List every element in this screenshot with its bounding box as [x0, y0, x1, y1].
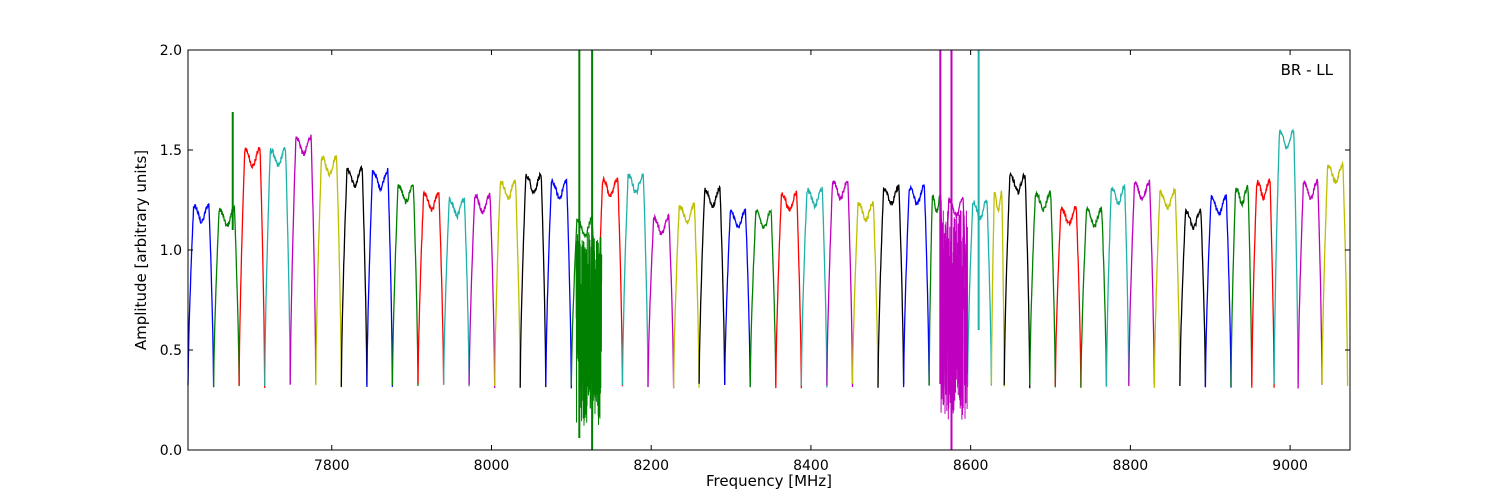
x-tick-label: 8400 — [793, 458, 829, 474]
channel-trace — [264, 146, 291, 387]
channel-trace — [1179, 207, 1207, 387]
x-tick-label: 7800 — [314, 458, 350, 474]
channel-trace — [647, 213, 675, 389]
y-tick-label: 1.5 — [160, 143, 182, 159]
series-layer — [187, 128, 1349, 426]
channel-trace — [851, 200, 879, 386]
y-axis-title: Amplitude [arbitrary units] — [132, 150, 150, 350]
y-tick-label: 2.0 — [160, 43, 182, 59]
channel-trace — [187, 203, 215, 388]
channel-trace — [238, 147, 266, 388]
channel-trace — [1080, 205, 1108, 388]
y-tick-label: 0.0 — [160, 443, 182, 459]
channel-trace — [1230, 184, 1253, 387]
rfi-spike-layer — [231, 50, 980, 450]
channel-trace — [1054, 205, 1082, 387]
channel-trace — [902, 183, 930, 388]
channel-trace — [340, 164, 368, 387]
channel-trace — [1273, 128, 1299, 385]
channel-trace — [990, 190, 1005, 387]
channel-trace — [391, 184, 419, 387]
rfi-noise-trace — [939, 210, 968, 420]
channel-trace — [212, 204, 240, 388]
channel-trace — [724, 208, 751, 387]
y-tick-label: 0.5 — [160, 343, 182, 359]
channel-trace — [545, 177, 572, 389]
channel-trace — [289, 134, 317, 385]
panel-annotation: BR - LL — [1281, 61, 1334, 79]
channel-trace — [698, 184, 726, 385]
channel-trace — [519, 171, 547, 388]
channel-trace — [315, 154, 342, 388]
channel-trace — [366, 167, 394, 388]
channel-trace — [1003, 171, 1031, 389]
channel-trace — [442, 196, 470, 387]
channel-trace — [1128, 178, 1155, 387]
x-tick-label: 8200 — [633, 458, 669, 474]
channel-trace — [417, 189, 445, 385]
channel-trace — [621, 173, 649, 388]
x-tick-label: 8600 — [953, 458, 989, 474]
channel-trace — [1029, 190, 1056, 388]
x-tick-label: 8000 — [474, 458, 510, 474]
channel-trace — [494, 179, 521, 388]
x-tick-label: 8800 — [1113, 458, 1149, 474]
channel-trace — [775, 190, 802, 389]
channel-trace — [1321, 160, 1349, 386]
channel-trace — [672, 202, 700, 389]
channel-trace — [800, 186, 828, 388]
x-axis-title: Frequency [MHz] — [706, 472, 832, 490]
channel-trace — [1153, 187, 1181, 388]
channel-trace — [749, 208, 777, 388]
channel-trace — [1297, 178, 1323, 389]
channel-trace — [1204, 193, 1232, 388]
plot-frame — [187, 49, 1351, 451]
channel-trace — [826, 180, 854, 388]
channel-trace — [596, 175, 624, 389]
channel-trace — [1105, 183, 1130, 387]
channel-trace — [877, 184, 905, 388]
tick-layer: 7800 8000 8200 8400 8600 8800 9000 0.0 0.5 1.0 1.5… — [160, 43, 1350, 474]
y-tick-label: 1.0 — [160, 243, 182, 259]
x-tick-label: 9000 — [1272, 458, 1308, 474]
rfi-noise-trace — [575, 230, 603, 426]
channel-trace — [468, 192, 496, 389]
channel-trace — [1251, 178, 1275, 388]
